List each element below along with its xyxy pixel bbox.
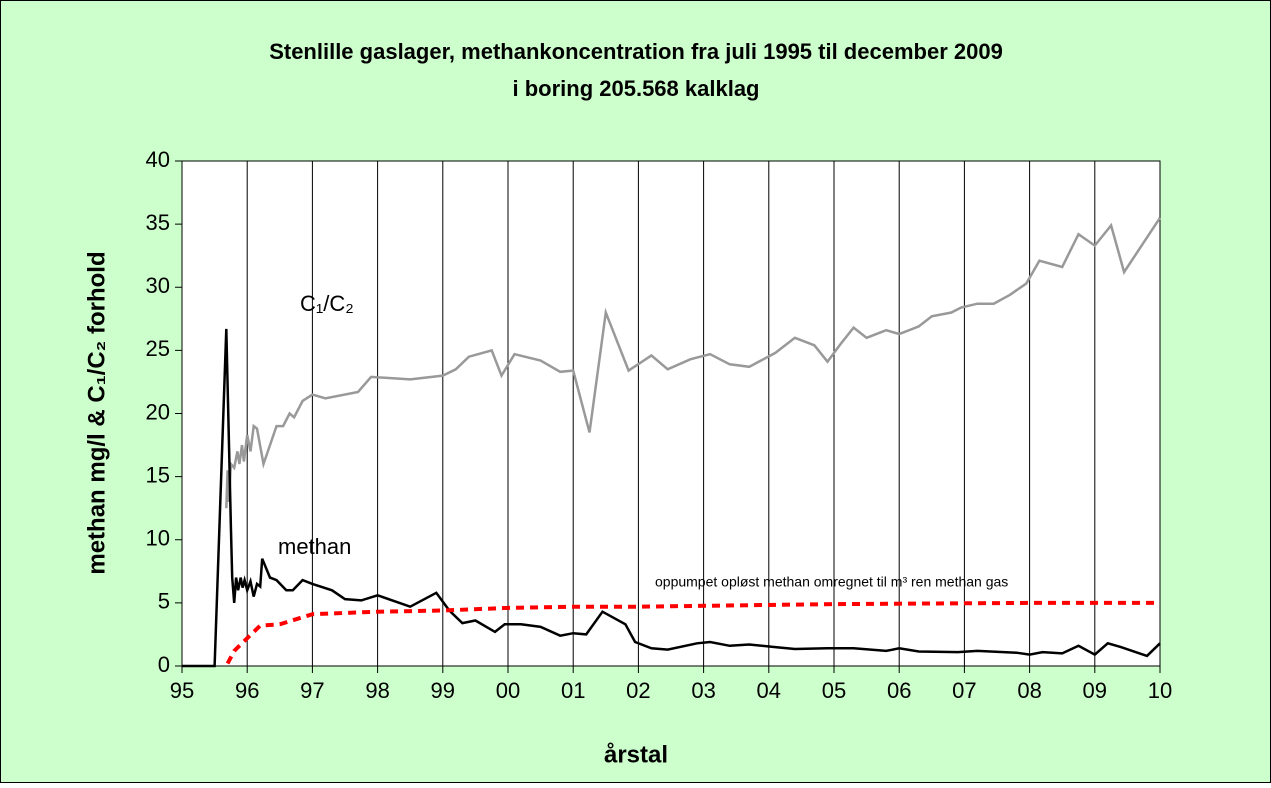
x-tick-label: 04 [757,678,781,703]
series-label: oppumpet opløst methan omregnet til m³ r… [655,574,1008,590]
x-tick-label: 02 [626,678,650,703]
x-tick-label: 06 [887,678,911,703]
y-tick-label: 25 [146,336,170,361]
series-line [225,217,1162,509]
x-tick-label: 01 [561,678,585,703]
chart-title: Stenlille gaslager, methankoncentration … [269,39,1003,64]
series-line [182,328,1161,668]
x-tick-label: 03 [691,678,715,703]
y-tick-label: 10 [146,526,170,551]
chart-title: i boring 205.568 kalklag [512,76,759,101]
series-line [225,600,1160,665]
x-tick-label: 95 [170,678,194,703]
x-tick-label: 98 [365,678,389,703]
x-axis-label: årstal [604,741,668,768]
plot-border [181,160,1161,667]
x-tick-label: 09 [1083,678,1107,703]
y-tick-label: 35 [146,210,170,235]
x-tick-label: 97 [300,678,324,703]
y-tick-label: 5 [158,589,170,614]
x-tick-label: 96 [235,678,259,703]
y-tick-label: 40 [146,147,170,172]
plot-area [182,161,1160,666]
y-axis-label: methan mg/l & C₁/C₂ forhold [83,251,110,574]
x-tick-label: 99 [431,678,455,703]
x-tick-label: 07 [952,678,976,703]
y-tick-label: 15 [146,462,170,487]
series-label: methan [278,534,351,559]
x-tick-label: 10 [1148,678,1172,703]
x-tick-label: 05 [822,678,846,703]
x-tick-label: 08 [1017,678,1041,703]
y-tick-label: 20 [146,399,170,424]
y-tick-label: 0 [158,652,170,677]
series-label: C₁/C₂ [300,291,354,316]
x-tick-label: 00 [496,678,520,703]
y-tick-label: 30 [146,273,170,298]
